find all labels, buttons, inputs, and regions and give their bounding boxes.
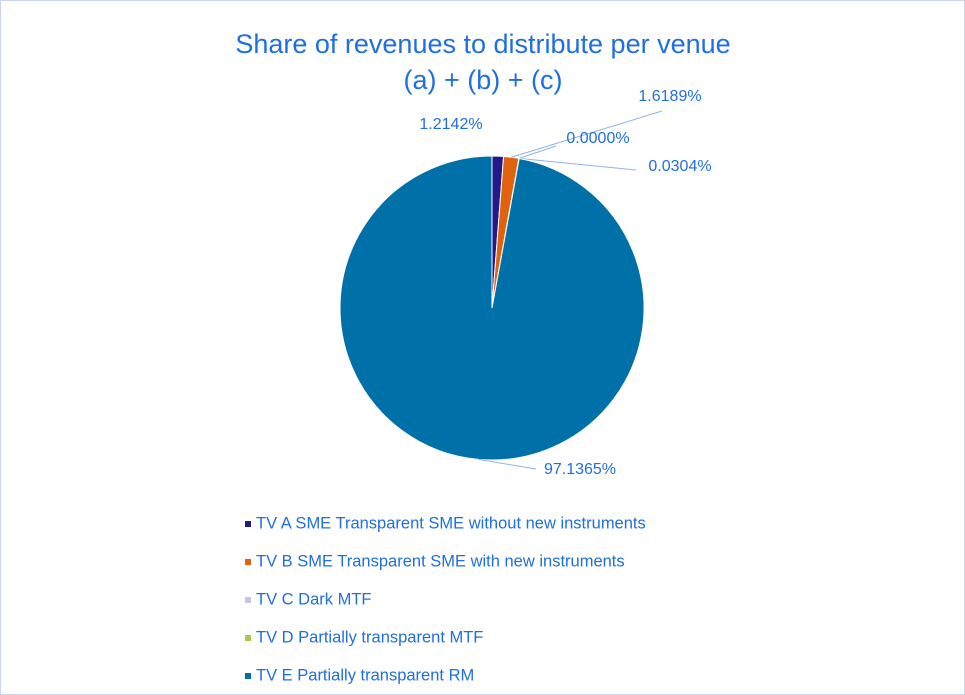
data-label: 1.2142%	[419, 116, 482, 133]
leader-line	[519, 157, 637, 171]
data-label: 1.6189%	[638, 88, 701, 105]
legend-marker	[245, 521, 251, 527]
chart-title: Share of revenues to distribute per venu…	[235, 29, 730, 59]
data-label: 0.0000%	[566, 130, 629, 147]
legend-label: TV D Partially transparent MTF	[256, 628, 483, 646]
pie-slice	[339, 155, 645, 461]
leader-line	[518, 145, 557, 159]
legend-marker	[245, 673, 251, 679]
legend-marker	[245, 597, 251, 603]
leader-line	[478, 458, 537, 470]
chart-title: (a) + (b) + (c)	[403, 65, 562, 95]
leader-line	[511, 110, 663, 158]
legend-label: TV E Partially transparent RM	[256, 666, 474, 684]
legend-marker	[245, 559, 251, 565]
data-label: 0.0304%	[648, 158, 711, 175]
legend-label: TV C Dark MTF	[256, 590, 372, 608]
legend-label: TV A SME Transparent SME without new ins…	[256, 514, 646, 532]
data-label: 97.1365%	[544, 461, 616, 478]
legend-label: TV B SME Transparent SME with new instru…	[256, 552, 625, 570]
legend-marker	[245, 635, 251, 641]
